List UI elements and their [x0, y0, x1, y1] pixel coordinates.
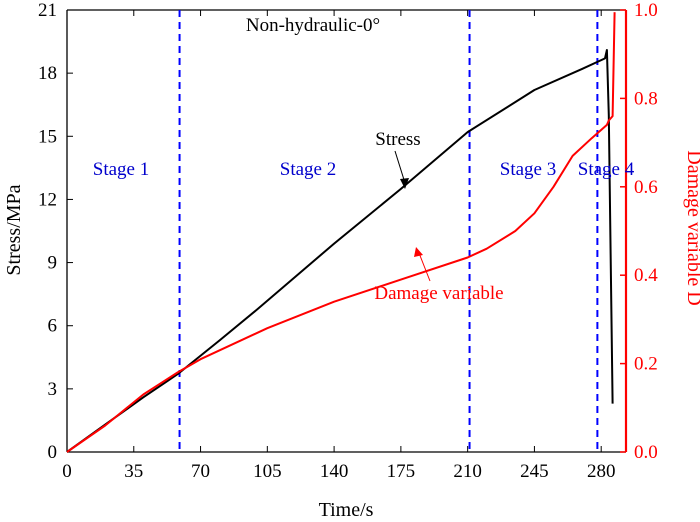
y-right-tick-label: 0.2	[634, 354, 658, 375]
y-left-tick-label: 21	[38, 0, 57, 21]
y-left-tick-label: 15	[38, 126, 57, 147]
damage-annotation-label: Damage variable	[374, 283, 503, 304]
y-left-tick-label: 0	[48, 442, 58, 463]
y-right-tick-label: 0.0	[634, 442, 658, 463]
damage-annotation-arrow	[418, 252, 431, 282]
x-tick-label: 210	[453, 461, 482, 482]
x-axis-title: Time/s	[319, 499, 374, 521]
x-tick-label: 175	[387, 461, 416, 482]
stress-annotation-arrow	[394, 150, 406, 184]
y-left-tick-label: 9	[48, 253, 58, 274]
y-left-tick-label: 6	[48, 316, 58, 337]
stage-4-label: Stage 4	[578, 159, 635, 180]
x-tick-label: 105	[253, 461, 282, 482]
stage-3-label: Stage 3	[500, 159, 556, 180]
x-tick-label: 35	[124, 461, 143, 482]
y-left-tick-label: 18	[38, 63, 57, 84]
stress-annotation-arrowhead	[400, 178, 409, 189]
x-tick-label: 245	[520, 461, 549, 482]
x-tick-label: 0	[62, 461, 72, 482]
stress-annotation-label: Stress	[375, 129, 420, 150]
damage-variable-line	[66, 12, 616, 453]
x-tick-label: 140	[320, 461, 349, 482]
y-axis-left-title: Stress/MPa	[3, 184, 25, 275]
stage-2-label: Stage 2	[280, 159, 336, 180]
y-right-tick-label: 0.4	[634, 265, 658, 286]
y-left-tick-label: 12	[38, 189, 57, 210]
damage-annotation-arrowhead	[414, 247, 423, 257]
stage-1-label: Stage 1	[93, 159, 149, 180]
x-tick-label: 70	[191, 461, 210, 482]
y-axis-right-title: Damage variable D	[683, 150, 700, 305]
y-left-tick-label: 3	[48, 379, 58, 400]
stress-line	[66, 49, 614, 453]
y-right-tick-label: 1.0	[634, 0, 658, 21]
x-tick-label: 280	[587, 461, 616, 482]
chart-title: Non-hydraulic-0°	[246, 15, 380, 36]
y-right-tick-label: 0.8	[634, 88, 658, 109]
y-right-tick-label: 0.6	[634, 177, 658, 198]
